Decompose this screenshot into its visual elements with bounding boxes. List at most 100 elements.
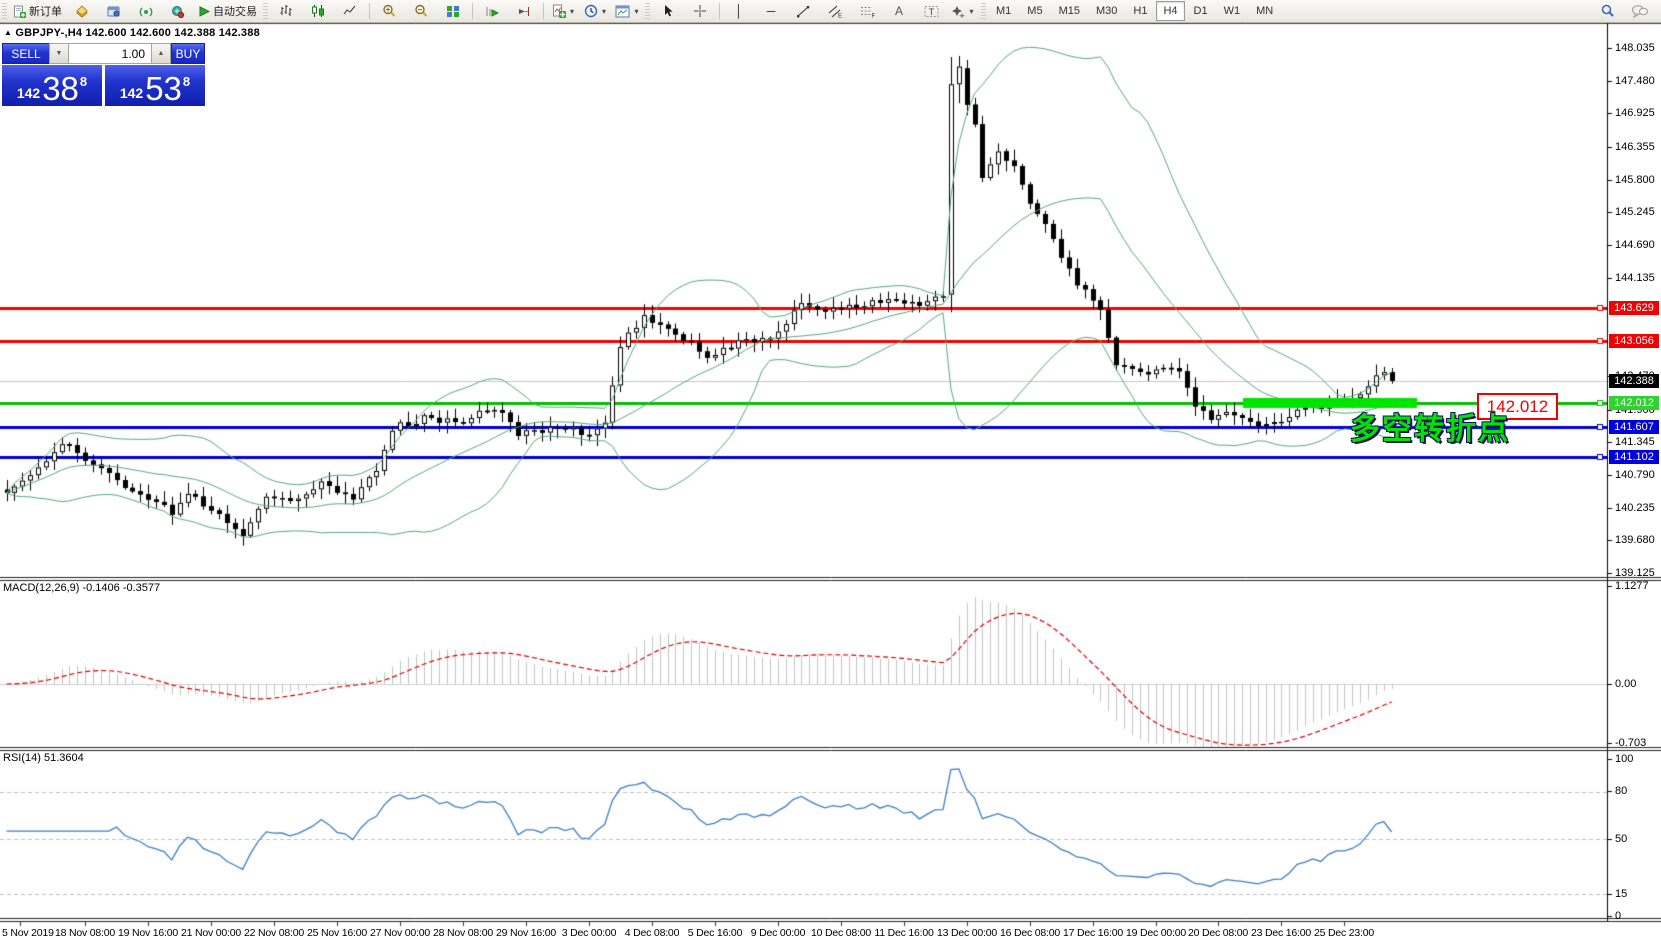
indicators-caret: ▾ <box>569 6 574 16</box>
cursor-button[interactable] <box>652 0 684 22</box>
tf-m30[interactable]: M30 <box>1095 5 1118 17</box>
time-label: 3 Dec 00:00 <box>561 927 617 939</box>
quote-symbol: GBPJPY-,H4 <box>15 27 83 39</box>
price-tick-label: 145.800 <box>1615 173 1655 186</box>
text-label-icon: T <box>924 5 938 17</box>
time-label: 25 Nov 16:00 <box>306 927 368 939</box>
time-label: 19 Dec 00:00 <box>1125 927 1187 939</box>
line-chart-button[interactable] <box>334 0 366 22</box>
buy-button[interactable]: BUY <box>171 43 205 64</box>
toolbar-grip <box>645 3 650 19</box>
tf-mn[interactable]: MN <box>1256 5 1274 17</box>
tile-windows-button[interactable] <box>437 0 469 22</box>
zoom-in-button[interactable] <box>373 0 405 22</box>
line-chart-icon <box>343 5 356 15</box>
text-label-button[interactable]: T <box>915 0 947 22</box>
fibonacci-button[interactable]: F <box>851 0 883 22</box>
time-label: 10 Dec 08:00 <box>810 927 872 939</box>
price-tick-label: 146.355 <box>1615 141 1655 153</box>
price-badge-142.388: 142.388 <box>1609 373 1659 388</box>
autotrading-label: 自动交易 <box>213 6 257 18</box>
tf-h4[interactable]: H4 <box>1156 1 1185 21</box>
time-label: 9 Dec 00:00 <box>750 927 806 939</box>
quote-line: ▲ GBPJPY-,H4 142.600 142.600 142.388 142… <box>4 27 260 39</box>
volume-input[interactable]: 1.00 <box>69 43 151 64</box>
zoom-out-button[interactable] <box>405 0 437 22</box>
time-label: 5 Nov 2019 <box>2 927 54 939</box>
time-label: 13 Dec 00:00 <box>936 927 998 939</box>
indicators-icon <box>552 4 566 18</box>
macd-tick-label: 0.00 <box>1615 678 1637 690</box>
rsi-tick-label: 50 <box>1615 833 1628 845</box>
arrows-button[interactable]: ▾ <box>947 0 979 22</box>
crosshair-button[interactable] <box>684 0 716 22</box>
time-label: 21 Nov 00:00 <box>180 927 242 939</box>
auto-scroll-button[interactable] <box>476 0 508 22</box>
sell-price-button[interactable]: 142 38 8 <box>2 65 102 106</box>
horizontal-line-button[interactable]: ─ <box>755 0 787 22</box>
macd-tick-label: -0.703 <box>1615 737 1647 749</box>
templates-icon <box>615 5 630 17</box>
market-watch-button[interactable] <box>66 0 98 22</box>
tf-w1[interactable]: W1 <box>1223 5 1241 17</box>
text-button[interactable]: A <box>883 0 915 22</box>
periods-button[interactable]: ▾ <box>579 0 611 22</box>
tf-m1[interactable]: M1 <box>996 5 1012 17</box>
tf-m5[interactable]: M5 <box>1027 5 1043 17</box>
search-icon <box>1601 4 1614 17</box>
sell-button[interactable]: SELL <box>2 43 49 64</box>
price-tick-label: 139.680 <box>1615 534 1655 547</box>
equidistant-channel-button[interactable]: E <box>819 0 851 22</box>
volume-increase-button[interactable]: ▲ <box>151 43 171 64</box>
sell-price-point: 8 <box>79 74 88 89</box>
time-label: 28 Nov 08:00 <box>432 927 494 939</box>
vertical-line-button[interactable]: │ <box>723 0 755 22</box>
terminal-button[interactable] <box>162 0 194 22</box>
new-order-button[interactable]: 新订单 <box>9 0 66 22</box>
market-watch-icon <box>76 4 88 18</box>
toolbar-grip <box>2 3 7 19</box>
autotrading-button[interactable]: 自动交易 <box>194 0 261 22</box>
chat-button[interactable] <box>1623 0 1655 22</box>
buy-price-button[interactable]: 142 53 8 <box>105 65 205 106</box>
price-tick-label: 140.790 <box>1615 468 1655 481</box>
tf-m15[interactable]: M15 <box>1058 5 1080 17</box>
time-label: 20 Dec 08:00 <box>1187 927 1249 939</box>
toolbar-separator <box>719 3 720 19</box>
candlestick-chart-icon <box>312 5 324 17</box>
text-icon: A <box>894 4 903 18</box>
bar-chart-button[interactable] <box>270 0 302 22</box>
tf-d1[interactable]: D1 <box>1193 5 1208 17</box>
buy-price-whole: 142 <box>119 85 144 101</box>
indicators-button[interactable]: ▾ <box>547 0 579 22</box>
price-level-callout[interactable]: 142.012 <box>1477 393 1558 420</box>
time-label: 27 Nov 00:00 <box>369 927 431 939</box>
trendline-button[interactable] <box>787 0 819 22</box>
search-button[interactable] <box>1591 0 1623 22</box>
zoom-out-icon <box>414 4 427 17</box>
candlestick-chart-button[interactable] <box>302 0 334 22</box>
sell-price-whole: 142 <box>16 85 41 101</box>
navigator-button[interactable] <box>130 0 162 22</box>
volume-decrease-button[interactable]: ▼ <box>49 43 69 64</box>
price-badge-142.012: 142.012 <box>1609 395 1659 410</box>
chart-shift-button[interactable] <box>508 0 540 22</box>
zoom-in-icon <box>382 4 395 17</box>
time-label: 17 Dec 16:00 <box>1062 927 1124 939</box>
symbol-marker-icon: ▲ <box>4 28 13 37</box>
rsi-tick-label: 100 <box>1615 753 1634 765</box>
time-label: 29 Nov 16:00 <box>495 927 557 939</box>
periods-icon <box>584 4 598 18</box>
price-badge-143.056: 143.056 <box>1609 334 1659 349</box>
horizontal-line-icon: ─ <box>766 4 776 18</box>
macd-window-label: MACD(12,26,9) -0.1406 -0.3577 <box>3 582 161 594</box>
quote-ohlc: 142.600 142.600 142.388 142.388 <box>85 27 260 39</box>
price-tick-label: 140.235 <box>1615 501 1655 514</box>
templates-button[interactable]: ▾ <box>611 0 643 22</box>
turning-point-annotation[interactable]: 多空转折点 <box>1350 413 1510 446</box>
price-badge-143.629: 143.629 <box>1609 300 1659 315</box>
tf-h1[interactable]: H1 <box>1133 5 1148 17</box>
data-window-button[interactable] <box>98 0 130 22</box>
navigator-icon <box>139 7 153 16</box>
